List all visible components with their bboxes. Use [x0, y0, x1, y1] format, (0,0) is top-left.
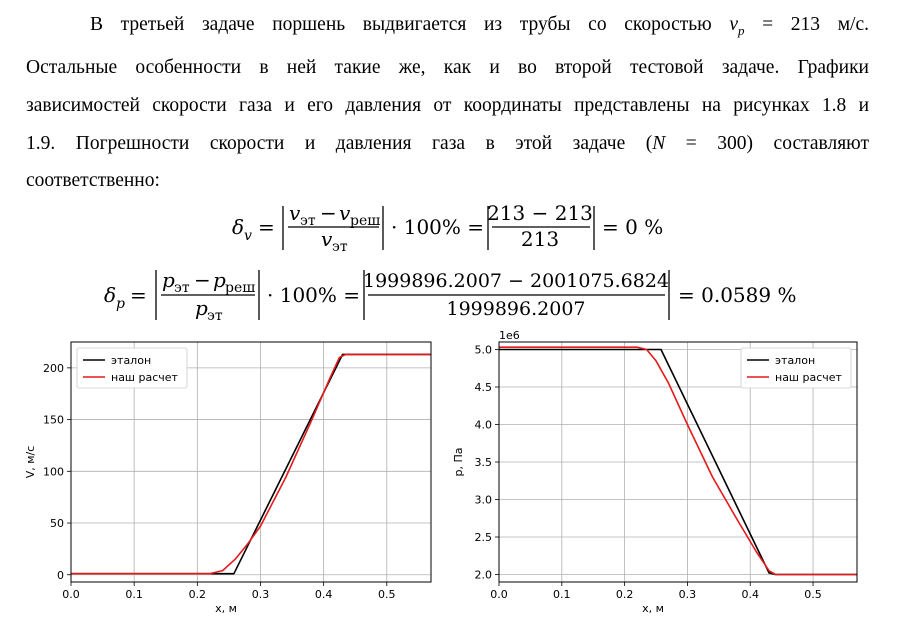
y-tick-label: 2.5	[475, 531, 493, 544]
fp-minus: −	[194, 268, 211, 292]
paragraph-line-1: В третьей задаче поршень выдвигается из …	[90, 14, 869, 38]
fv-times: · 100% =	[391, 215, 484, 239]
y-tick-label: 0	[57, 569, 64, 582]
y-axis-label: V, м/с	[24, 446, 37, 479]
fp-lhs: δ	[104, 283, 116, 307]
y-tick-label: 100	[43, 465, 64, 478]
x-tick-label: 0.3	[679, 588, 697, 601]
fp-num-p1: p	[162, 268, 175, 292]
x-tick-label: 0.0	[490, 588, 508, 601]
fp-times: · 100% =	[267, 283, 360, 307]
math-v-p: vp	[729, 14, 745, 38]
fv-num-v2: v	[339, 201, 351, 225]
formula-velocity-error: δ v = v эт − v реш v эт · 100% = 213 − 2…	[0, 196, 908, 256]
fv-num-sub2: реш	[350, 213, 380, 229]
legend-label: эталон	[775, 354, 815, 367]
x-tick-label: 0.1	[125, 588, 143, 601]
fv-eq: =	[258, 215, 275, 239]
fp-val-den: 1999896.2007	[446, 298, 585, 320]
fp-val-num: 1999896.2007 − 2001075.6824	[363, 270, 669, 292]
legend-box	[740, 347, 852, 389]
formula-pressure-svg: δ p = p эт − p реш p эт · 100% = 1999896…	[104, 268, 796, 324]
plot-frame	[498, 341, 858, 583]
fp-num-sub1: эт	[174, 280, 190, 296]
fp-den-p: p	[195, 296, 208, 320]
paragraph-line-2: Остальные особенности в ней такие же, ка…	[26, 57, 869, 79]
fp-den-sub: эт	[207, 308, 223, 324]
fv-lhs-sub: v	[244, 228, 252, 244]
y-tick-label: 4.5	[475, 381, 493, 394]
fv-val-num: 213 − 213	[487, 201, 593, 225]
fp-lhs-sub: p	[116, 296, 125, 312]
paragraph-line-3: зависимостей скорости газа и его давлени…	[26, 95, 869, 117]
formula-velocity-svg: δ v = v эт − v реш v эт · 100% = 213 − 2…	[232, 201, 663, 255]
y-tick-label: 5.0	[475, 344, 493, 357]
fp-num-sub2: реш	[225, 280, 255, 296]
fv-den-sub: эт	[332, 239, 348, 255]
series-line-nash-raschet	[71, 353, 431, 575]
x-tick-label: 0.3	[252, 588, 270, 601]
y-tick-label: 3.5	[475, 456, 493, 469]
fv-val-den: 213	[521, 227, 559, 251]
fp-num-p2: p	[213, 268, 226, 292]
charts-area: 0.0 0.1 0.2 0.3 0.4 0.5 0 50 100 150 200 x, м V, м/с…	[24, 330, 858, 615]
formula-pressure-error: δ p = p эт − p реш p эт · 100% = 1999896…	[0, 262, 908, 326]
pressure-chart: 0.0 0.1 0.2 0.3 0.4 0.5 2.0 2.5 3.0 3.5 4.0 4.5 5.0 x…	[452, 330, 858, 615]
y-tick-label: 2.0	[475, 569, 493, 582]
paragraph-line-5: соответственно:	[26, 170, 160, 192]
y-tick-label: 150	[43, 414, 64, 427]
x-tick-label: 0.0	[62, 588, 80, 601]
y-tick-label: 3.0	[475, 494, 493, 507]
x-axis-label: x, м	[215, 602, 237, 615]
y-scale-label: 1e6	[499, 330, 520, 342]
x-axis-label: x, м	[642, 602, 664, 615]
x-tick-label: 0.5	[804, 588, 822, 601]
y-tick-label: 50	[50, 517, 64, 530]
fp-result: = 0.0589 %	[678, 283, 796, 307]
x-tick-label: 0.4	[741, 588, 759, 601]
y-tick-label: 4.0	[475, 419, 493, 432]
x-tick-label: 0.2	[189, 588, 207, 601]
fv-lhs: δ	[232, 215, 244, 239]
plot-frame	[70, 341, 432, 583]
legend-label: эталон	[111, 354, 151, 367]
x-tick-label: 0.5	[378, 588, 396, 601]
fv-result: = 0 %	[602, 215, 663, 239]
x-tick-label: 0.4	[315, 588, 333, 601]
legend-label: наш расчет	[775, 371, 843, 384]
y-axis-label: р, Па	[452, 448, 465, 477]
legend-label: наш расчет	[111, 371, 179, 384]
fv-num-v1: v	[289, 201, 301, 225]
fv-den-v: v	[321, 227, 333, 251]
intro-paragraph: В третьей задаче поршень выдвигается из …	[26, 6, 869, 200]
fv-num-sub1: эт	[300, 213, 316, 229]
x-tick-label: 0.1	[553, 588, 571, 601]
velocity-chart: 0.0 0.1 0.2 0.3 0.4 0.5 0 50 100 150 200 x, м V, м/с…	[24, 341, 432, 615]
fp-eq: =	[130, 283, 147, 307]
paragraph-line-4: 1.9. Погрешности скорости и давления газ…	[26, 132, 869, 154]
legend-box	[76, 347, 188, 389]
fv-minus: −	[320, 201, 337, 225]
y-tick-label: 200	[43, 362, 64, 375]
math-n: N	[652, 132, 666, 154]
series-line-nash-raschet	[499, 346, 857, 576]
x-tick-label: 0.2	[616, 588, 634, 601]
